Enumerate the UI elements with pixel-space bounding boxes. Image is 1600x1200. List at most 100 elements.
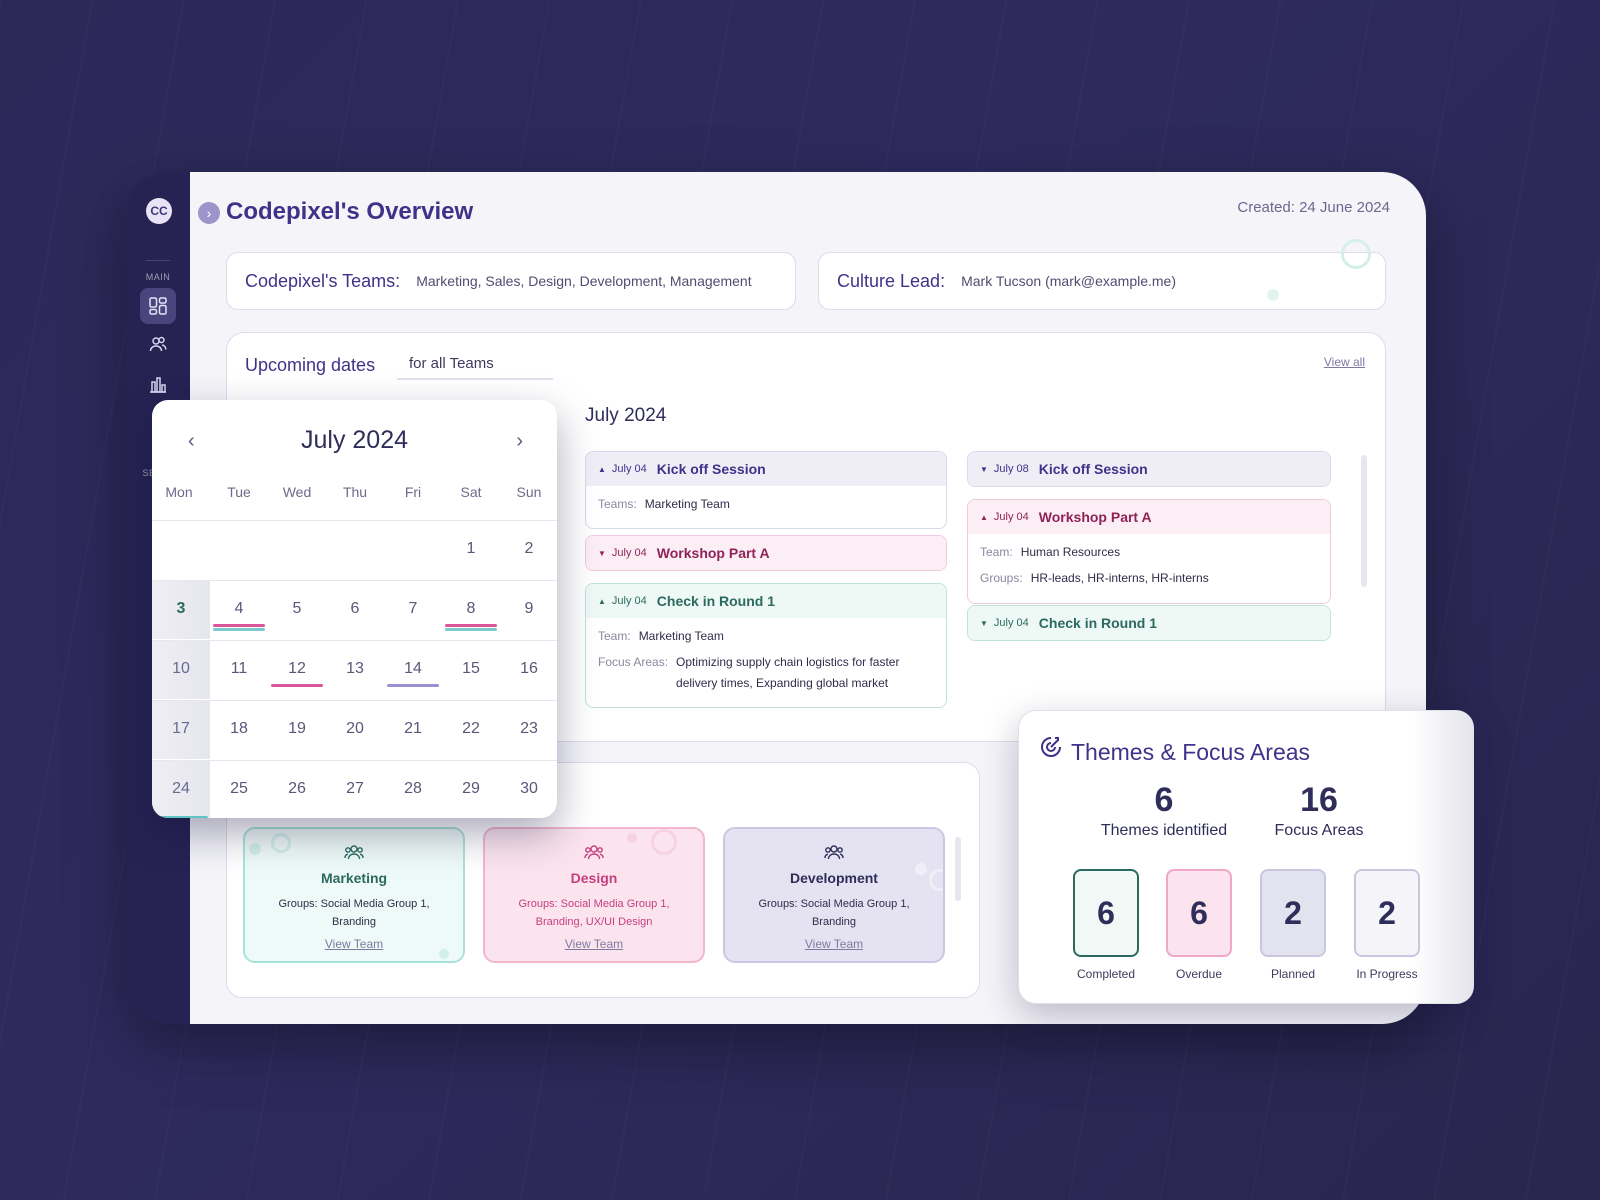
calendar-day[interactable]: 9 — [524, 600, 534, 617]
calendar-day[interactable]: 12 — [288, 660, 306, 677]
team-card-design[interactable]: Design Groups: Social Media Group 1, Bra… — [483, 827, 705, 963]
event-card[interactable]: ▲ July 04 Workshop Part A Team: Human Resour… — [967, 499, 1331, 604]
team-card-development[interactable]: Development Groups: Social Media Group 1… — [723, 827, 945, 963]
calendar-day[interactable]: 8 — [466, 600, 476, 617]
team-groups: Groups: Social Media Group 1, Branding, … — [518, 898, 670, 928]
calendar-day[interactable]: 11 — [230, 660, 248, 677]
weekday-label: Wed — [282, 484, 312, 500]
calendar-day[interactable]: 6 — [350, 600, 360, 617]
chevron-right-icon: › — [206, 205, 212, 221]
event-header[interactable]: ▲ July 04 Workshop Part A — [968, 500, 1330, 534]
dashboard-window: CC MAIN SET › Codepixel's Overview Creat… — [126, 172, 1426, 1024]
calendar-day[interactable]: 27 — [346, 780, 364, 797]
event-detail-row: Team: Human Resources — [980, 542, 1318, 562]
calendar-day[interactable]: 2 — [524, 540, 534, 557]
page-title: Codepixel's Overview — [226, 198, 474, 225]
event-details: Team: Marketing Team Focus Areas: Optimizin… — [586, 618, 946, 707]
calendar-day[interactable]: 24 — [172, 780, 190, 797]
event-name: Check in Round 1 — [656, 593, 776, 609]
event-card[interactable]: ▼ July 08 Kick off Session — [967, 451, 1331, 487]
event-header[interactable]: ▲ July 04 Check in Round 1 — [586, 584, 946, 618]
calendar-day[interactable]: 3 — [176, 600, 186, 617]
team-group-icon — [725, 843, 943, 866]
calendar-day[interactable]: 16 — [520, 660, 538, 677]
themes-count-label: Themes identified — [1100, 822, 1228, 839]
collapse-triangle-icon: ▲ — [598, 596, 606, 606]
calendar-day[interactable]: 18 — [230, 720, 248, 737]
view-team-link[interactable]: View Team — [324, 937, 384, 952]
event-header[interactable]: ▲ July 04 Kick off Session — [586, 452, 946, 486]
prev-month-button[interactable]: ‹ — [188, 430, 195, 453]
sidebar-item-reports[interactable] — [140, 366, 176, 402]
weekday-label: Mon — [165, 484, 193, 500]
calendar-day[interactable]: 22 — [462, 720, 480, 737]
team-group-icon — [245, 843, 463, 866]
decorative-bubble — [915, 863, 927, 875]
calendar-day[interactable]: 23 — [520, 720, 538, 737]
view-team-link[interactable]: View Team — [804, 937, 864, 952]
app-logo[interactable]: CC — [146, 198, 172, 224]
event-detail-key: Team: — [598, 629, 631, 643]
calendar-day[interactable]: 1 — [466, 540, 476, 557]
decorative-ring — [1341, 239, 1371, 269]
view-team-link[interactable]: View Team — [564, 937, 624, 952]
calendar-row-divider — [152, 760, 557, 761]
calendar-row-divider — [152, 640, 557, 641]
event-detail-key: Team: — [980, 545, 1013, 559]
status-box-in-progress[interactable]: 2 — [1354, 869, 1420, 957]
event-marker — [271, 684, 323, 687]
decorative-ring — [271, 833, 291, 853]
calendar-day[interactable]: 21 — [404, 720, 422, 737]
event-header[interactable]: ▼ July 04 Workshop Part A — [586, 536, 946, 570]
decorative-ring — [929, 869, 943, 891]
status-box-overdue[interactable]: 6 — [1166, 869, 1232, 957]
calendar-day[interactable]: 25 — [230, 780, 248, 797]
calendar-day[interactable]: 20 — [346, 720, 364, 737]
teams-info-card: Codepixel's Teams: Marketing, Sales, Des… — [226, 252, 796, 310]
view-all-link[interactable]: View all — [1323, 355, 1365, 369]
calendar-day[interactable]: 13 — [346, 660, 364, 677]
calendar-day[interactable]: 4 — [234, 600, 244, 617]
status-box-planned[interactable]: 2 — [1260, 869, 1326, 957]
calendar-day[interactable]: 26 — [288, 780, 306, 797]
monday-cell-bg — [152, 641, 210, 699]
events-month-title: July 2024 — [585, 405, 667, 426]
team-name: Marketing — [320, 870, 388, 886]
event-card[interactable]: ▲ July 04 Check in Round 1 Team: Marketing T… — [585, 583, 947, 709]
calendar-day[interactable]: 30 — [520, 780, 538, 797]
event-header[interactable]: ▼ July 08 Kick off Session — [968, 452, 1330, 486]
team-card-marketing[interactable]: Marketing Groups: Social Media Group 1, … — [243, 827, 465, 963]
calendar-day[interactable]: 5 — [292, 600, 302, 617]
events-scrollbar[interactable] — [1361, 455, 1367, 587]
status-label: In Progress — [1356, 967, 1418, 981]
event-card[interactable]: ▲ July 04 Kick off Session Teams: Marketing … — [585, 451, 947, 530]
teams-scrollbar[interactable] — [955, 837, 961, 901]
collapse-sidebar-button[interactable]: › — [198, 202, 220, 224]
calendar-day[interactable]: 14 — [404, 660, 422, 677]
calendar-day[interactable]: 15 — [462, 660, 480, 677]
event-card[interactable]: ▼ July 04 Check in Round 1 — [967, 605, 1331, 641]
next-month-button[interactable]: › — [516, 430, 523, 453]
team-filter-select[interactable]: for all Teams — [397, 355, 553, 380]
sidebar-item-users[interactable] — [140, 326, 176, 362]
event-card[interactable]: ▼ July 04 Workshop Part A — [585, 535, 947, 571]
calendar-day[interactable]: 28 — [404, 780, 422, 797]
event-detail-row: Teams: Marketing Team — [598, 494, 934, 514]
sidebar-item-dashboard[interactable] — [140, 288, 176, 324]
calendar-day[interactable]: 7 — [408, 600, 418, 617]
calendar-day[interactable]: 29 — [462, 780, 480, 797]
target-icon — [1039, 735, 1063, 765]
teams-card: Marketing Groups: Social Media Group 1, … — [226, 762, 980, 998]
status-box-completed[interactable]: 6 — [1073, 869, 1139, 957]
teams-info-value: Marketing, Sales, Design, Development, M… — [416, 273, 752, 289]
weekday-label: Tue — [227, 484, 251, 500]
event-name: Kick off Session — [1038, 461, 1148, 477]
event-name: Check in Round 1 — [1038, 615, 1158, 631]
event-header[interactable]: ▼ July 04 Check in Round 1 — [968, 606, 1330, 640]
sidebar-divider — [146, 260, 170, 261]
calendar-day[interactable]: 17 — [172, 720, 190, 737]
calendar-day[interactable]: 10 — [172, 660, 190, 677]
event-date: July 04 — [993, 617, 1029, 629]
calendar-day[interactable]: 19 — [288, 720, 306, 737]
focus-count-label: Focus Areas — [1274, 822, 1364, 839]
